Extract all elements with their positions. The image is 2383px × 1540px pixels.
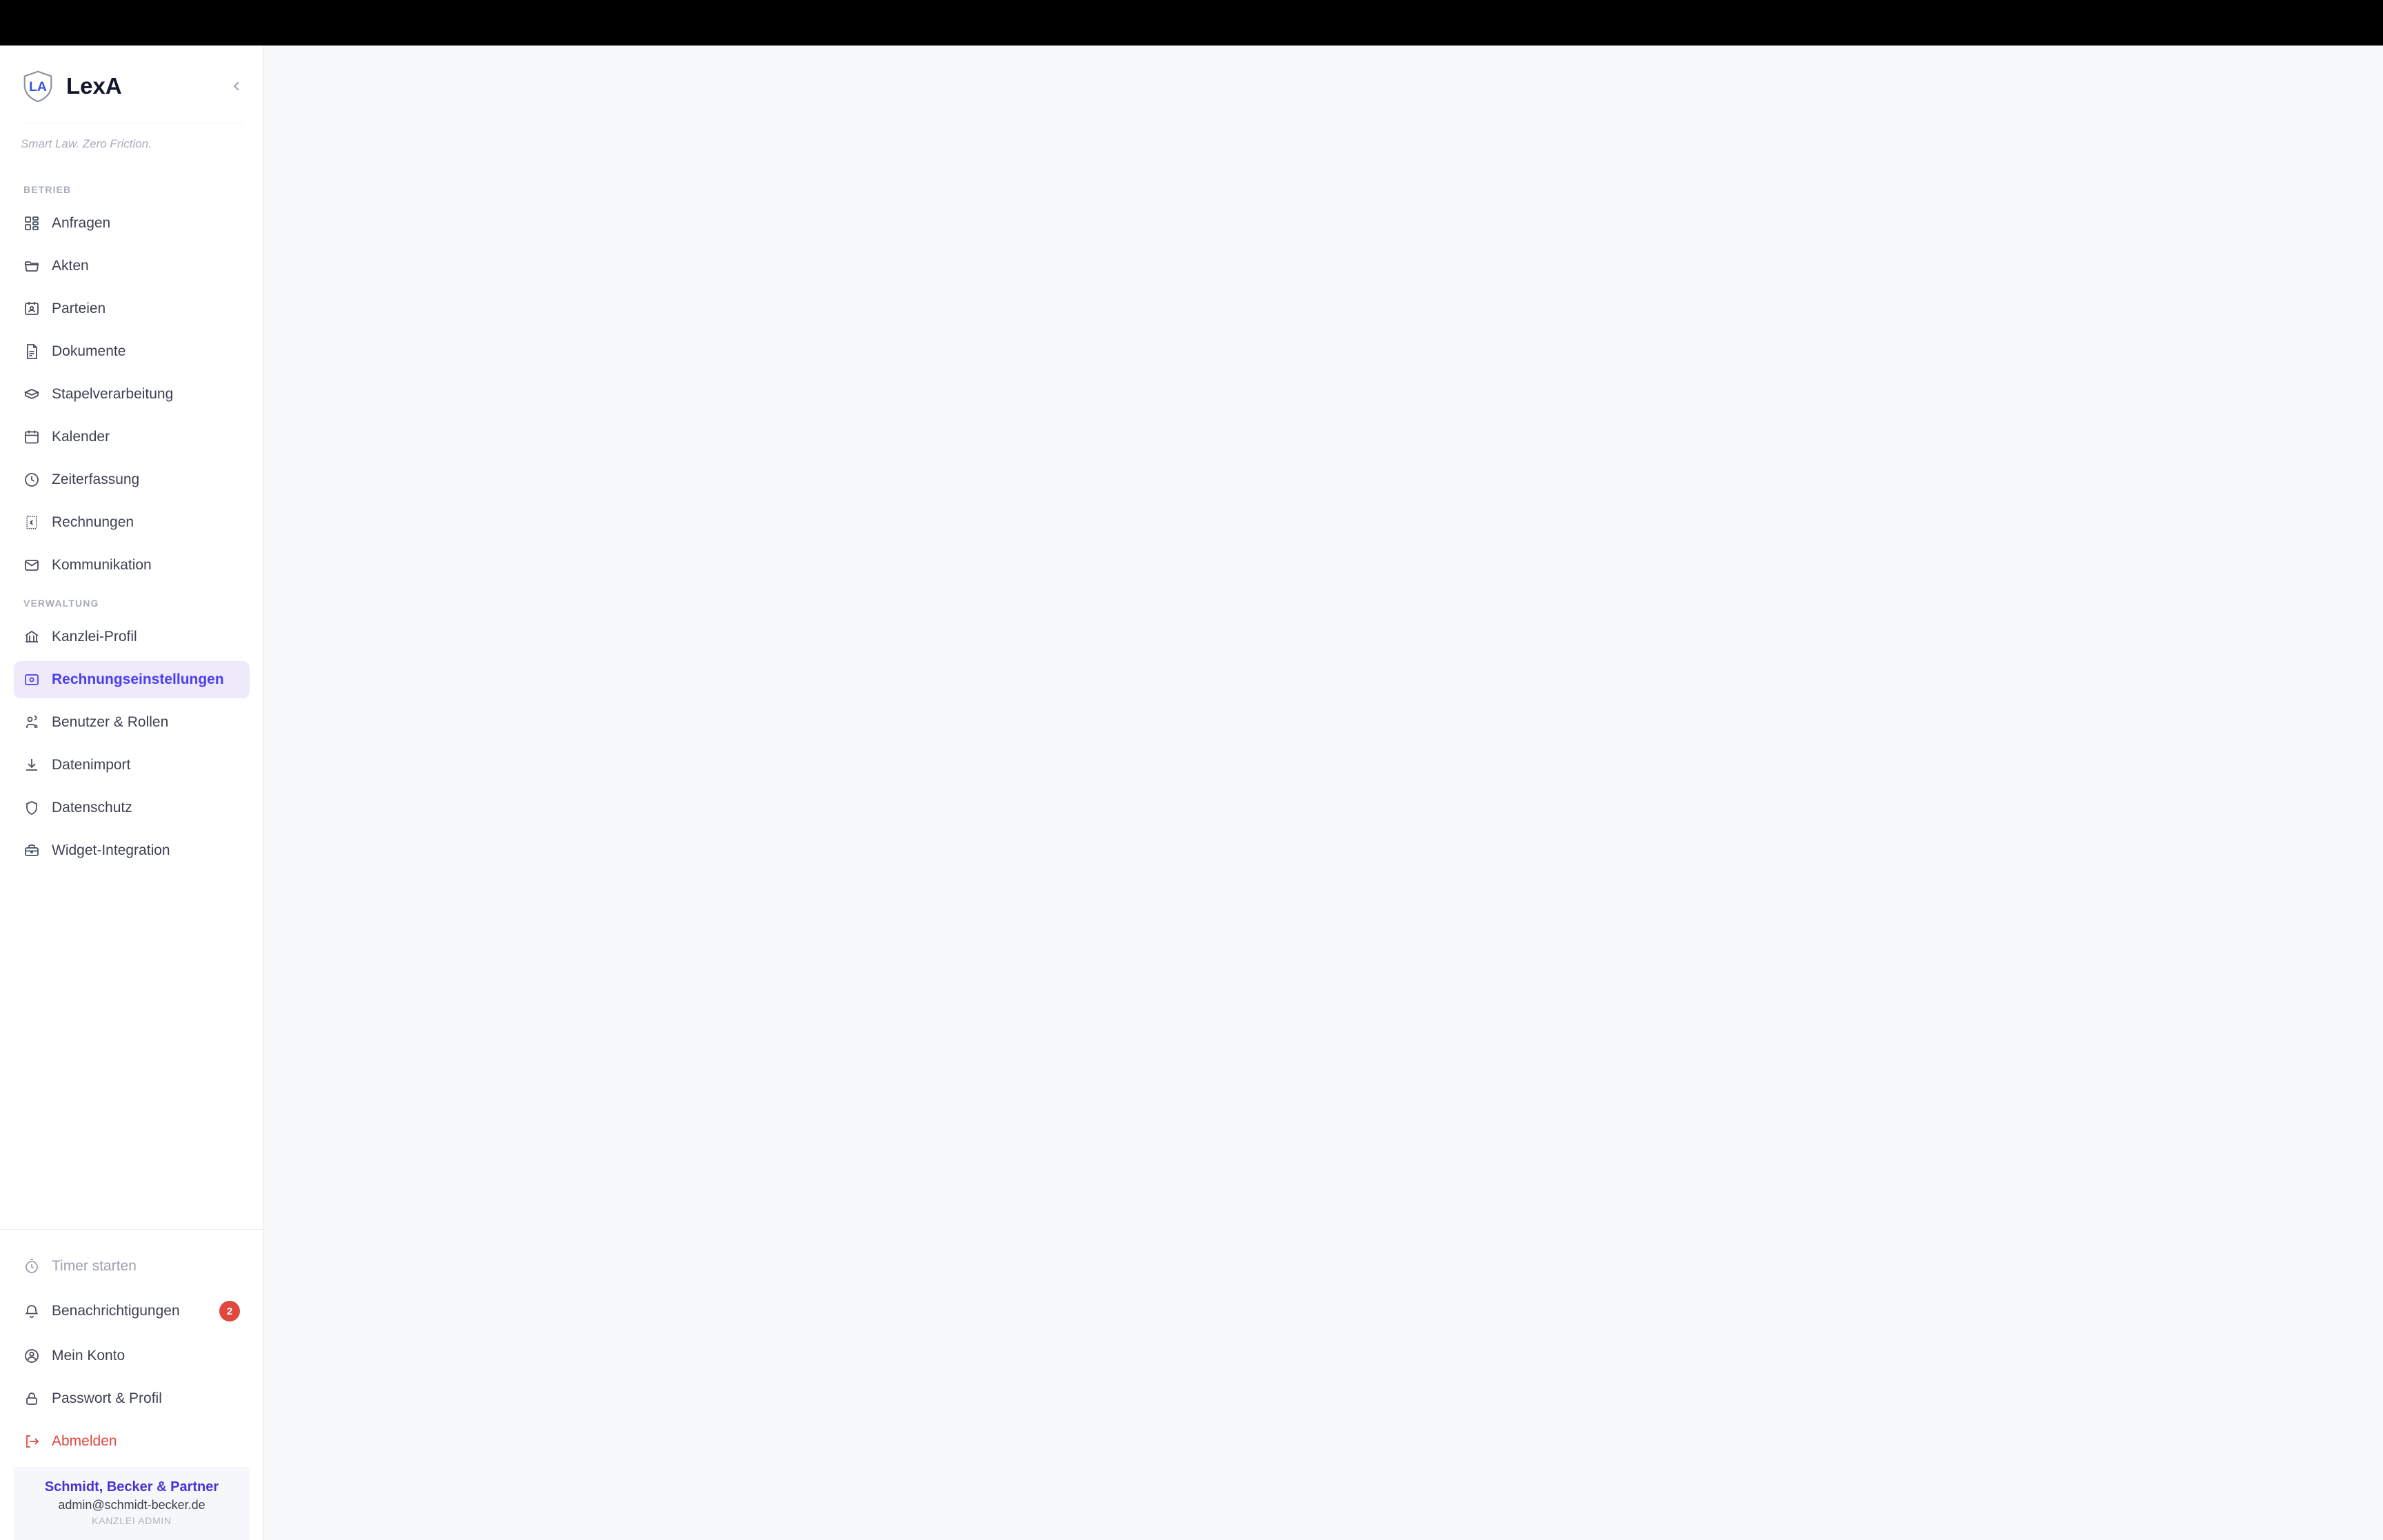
svg-text:LA: LA xyxy=(29,80,47,94)
